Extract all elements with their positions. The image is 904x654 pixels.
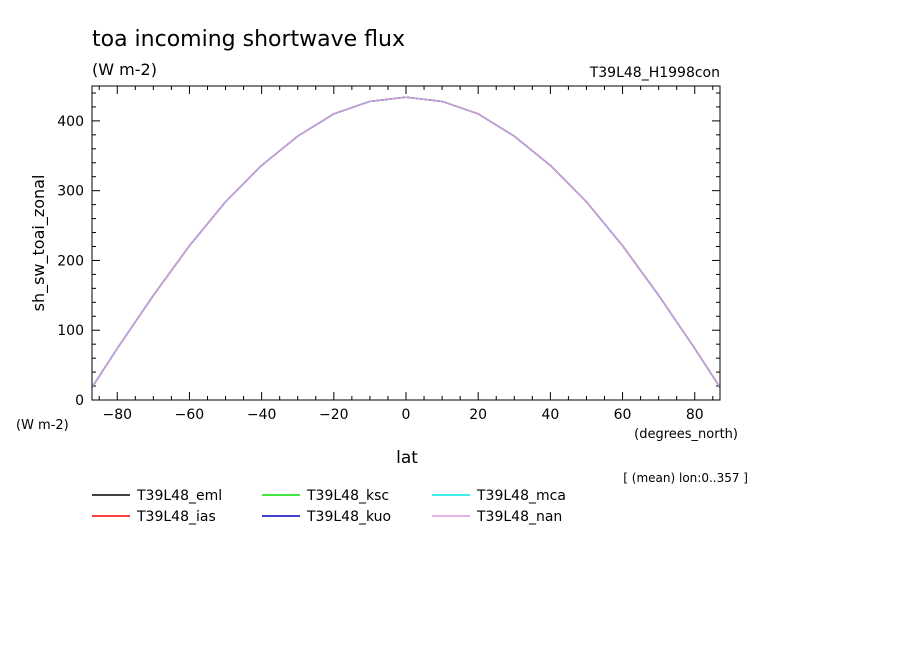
x-tick-label: 40 (541, 407, 559, 423)
x-axis-units: (degrees_north) (634, 427, 738, 442)
experiment-label: T39L48_H1998con (589, 65, 720, 81)
series-line-T39L48_eml (91, 96, 721, 388)
x-tick-label: 20 (469, 407, 487, 423)
series-line-T39L48_ksc (91, 96, 721, 388)
legend-entry: T39L48_kuo (306, 509, 391, 525)
series-line-T39L48_kuo (91, 96, 721, 388)
y-tick-label: 200 (57, 253, 84, 269)
legend: T39L48_eml T39L48_ias T39L48_ksc T39L48_kuo… (92, 488, 566, 525)
legend-entry: T39L48_eml (136, 488, 222, 504)
series-lines (91, 96, 721, 388)
chart-subtitle: (W m-2) (92, 60, 157, 79)
x-tick-label: −40 (247, 407, 277, 423)
y-tick-label: 300 (57, 184, 84, 200)
plot-frame (91, 85, 721, 401)
legend-entry: T39L48_nan (476, 509, 562, 525)
legend-entry: T39L48_mca (476, 488, 566, 504)
x-tick-label: 60 (614, 407, 632, 423)
averaging-note: [ (mean) lon:0..357 ] (623, 471, 748, 485)
x-tick-label: −20 (319, 407, 349, 423)
legend-entry: T39L48_ias (136, 509, 216, 525)
y-tick-label: 400 (57, 114, 84, 130)
x-tick-label: 0 (402, 407, 411, 423)
axis-tick-labels: −80 −60 −40 −20 0 20 40 60 80 0 100 200 300 400 (57, 114, 703, 423)
x-tick-label: −80 (102, 407, 132, 423)
y-axis-units: (W m-2) (16, 418, 69, 433)
x-tick-label: 80 (686, 407, 704, 423)
y-axis-label: sh_sw_toai_zonal (29, 175, 49, 312)
x-axis-label: lat (396, 448, 418, 468)
y-tick-label: 100 (57, 323, 84, 339)
series-line-T39L48_mca (91, 96, 721, 388)
series-line-T39L48_nan (91, 96, 721, 388)
series-line-T39L48_ias (91, 96, 721, 388)
y-tick-label: 0 (75, 393, 84, 409)
x-tick-label: −60 (175, 407, 205, 423)
axis-ticks (92, 86, 720, 401)
chart-title: toa incoming shortwave flux (92, 27, 405, 52)
legend-entry: T39L48_ksc (306, 488, 389, 504)
